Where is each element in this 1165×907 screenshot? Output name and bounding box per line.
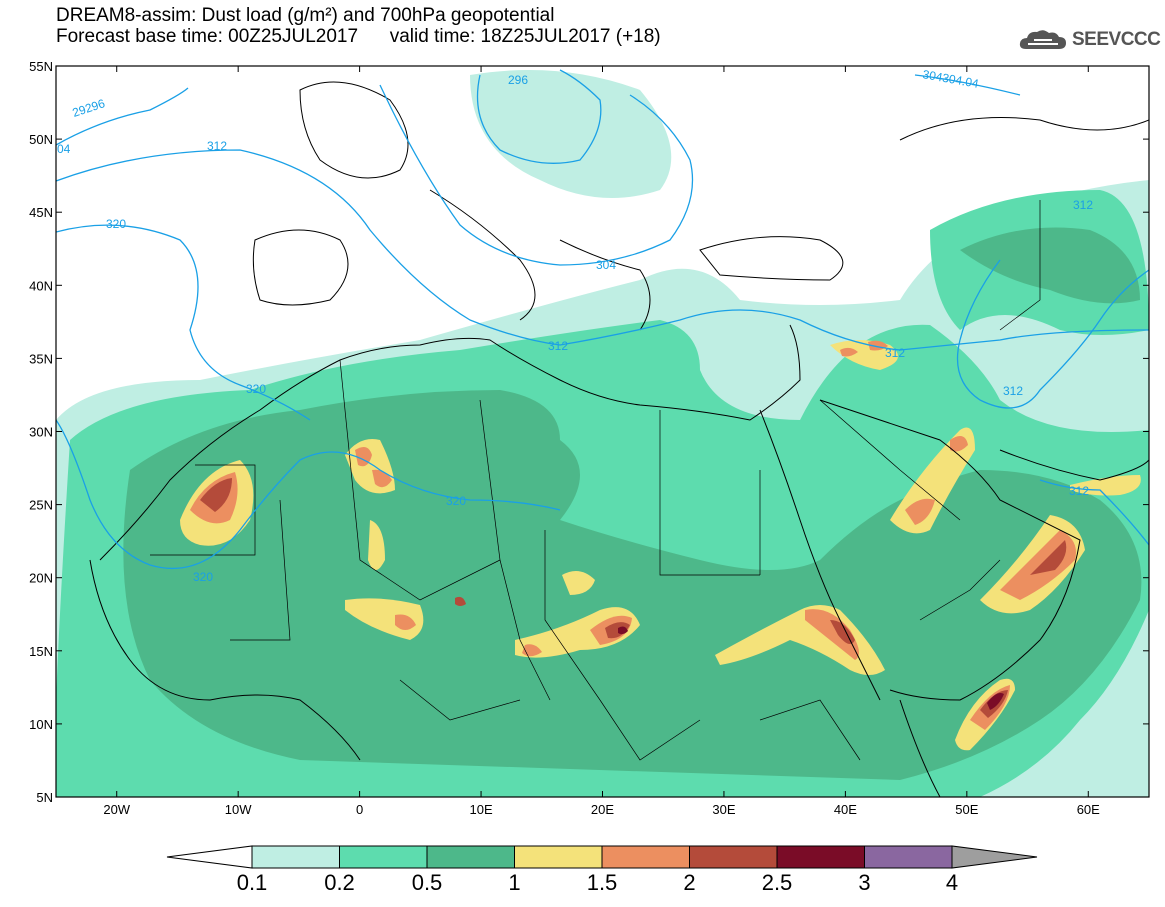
map-title: DREAM8-assim: Dust load (g/m²) and 700hP… [56,5,555,26]
contour-label: 312 [1073,198,1093,212]
contour-label: 312 [1069,484,1089,498]
coastlines [89,81,1149,797]
lon-tick-label: 50E [955,802,978,817]
contour-label: 312 [207,139,227,153]
lat-tick-label: 5N [36,790,53,805]
colorbar-label: 1.5 [587,870,618,895]
colorbar-label: 4 [946,870,958,895]
lat-tick-label: 55N [29,59,53,74]
cloud-icon [1019,30,1066,49]
lat-tick-label: 45N [29,205,53,220]
colorbar-segment [689,845,778,869]
latitude-axis: 55N 50N 45N 40N 35N 30N 25N 20N 15N 10N 5N [29,59,1149,805]
lat-tick-label: 10N [29,717,53,732]
lon-tick-label: 20W [103,802,130,817]
colorbar-label: 2 [683,870,695,895]
colorbar-high-arrow [951,845,1038,869]
lat-tick-label: 30N [29,425,53,440]
lon-tick-label: 40E [834,802,857,817]
contour-label: 320 [446,494,466,508]
contour-label: 304 [596,258,616,272]
colorbar-segment [864,845,953,869]
lat-tick-label: 20N [29,571,53,586]
lon-tick-label: 10E [469,802,492,817]
longitude-axis: 20W 10W 0 10E 20E 30E 40E 50E 60E [103,66,1100,817]
colorbar-segment [251,845,340,869]
forecast-times: Forecast base time: 00Z25JUL2017 valid t… [56,26,661,47]
colorbar-low-arrow [166,845,253,869]
colorbar-label: 0.1 [237,870,268,895]
contour-label: 320 [246,382,266,396]
colorbar-segment [339,845,428,869]
colorbar-label: 0.5 [412,870,443,895]
lon-tick-label: 60E [1077,802,1100,817]
seevccc-logo: SEEVCCC [1018,26,1161,54]
contour-label: 312 [885,346,905,360]
colorbar-label: 1 [508,870,520,895]
contour-label: 04 [57,142,71,156]
lon-tick-label: 20E [591,802,614,817]
lat-tick-label: 25N [29,498,53,513]
lat-tick-label: 40N [29,278,53,293]
lon-tick-label: 10W [225,802,252,817]
lat-tick-label: 35N [29,351,53,366]
lat-tick-label: 15N [29,644,53,659]
lat-tick-label: 50N [29,132,53,147]
contour-label: 312 [1003,384,1023,398]
colorbar-segment [776,845,865,869]
logo-text: SEEVCCC [1072,29,1161,50]
colorbar: 0.1 0.2 0.5 1 1.5 2 2.5 3 4 [166,845,1038,895]
colorbar-label: 0.2 [324,870,355,895]
contour-label: 320 [193,570,213,584]
contour-label: 320 [106,217,126,231]
contour-label: 296 [508,73,528,87]
colorbar-segment [601,845,690,869]
geopotential-contours [56,69,1149,569]
colorbar-label: 2.5 [762,870,793,895]
country-borders [150,200,1041,761]
dust-field-2.5 [618,626,1004,710]
contour-label: 312 [548,339,568,353]
colorbar-segment [514,845,603,869]
lon-tick-label: 0 [356,802,363,817]
colorbar-segment [426,845,515,869]
lon-tick-label: 30E [712,802,735,817]
colorbar-label: 3 [858,870,870,895]
